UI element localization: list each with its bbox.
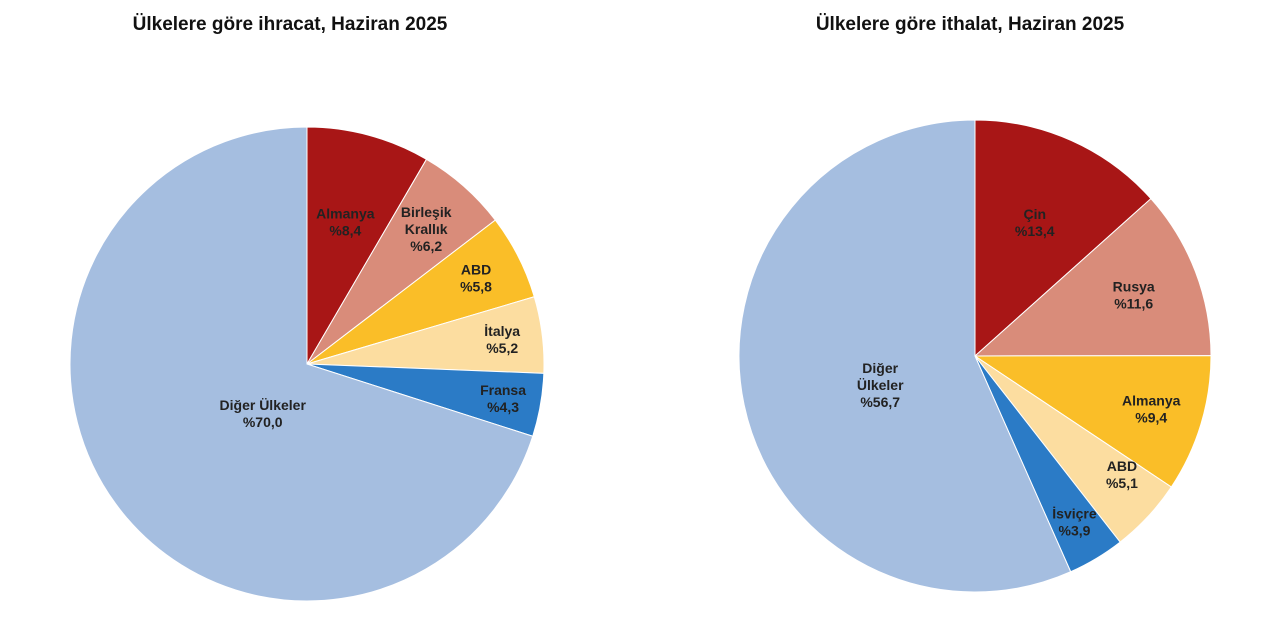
import-slice-label-5: Diğer Ülkeler %56,7 [857, 360, 904, 410]
export-slice-label-0: Almanya %8,4 [316, 206, 375, 239]
export-slice-name-2: ABD [461, 262, 491, 278]
import-slice-0 [974, 119, 1152, 358]
import-slice-value-4: %3,9 [1059, 523, 1091, 539]
import-slice-label-0: Çin %13,4 [1015, 206, 1055, 239]
import-slice-5 [738, 119, 1072, 593]
export-slice-value-2: %5,8 [460, 279, 492, 295]
export-slice-0 [306, 126, 428, 366]
export-slice-value-0: %8,4 [329, 223, 361, 239]
import-slice-name-3: ABD [1107, 458, 1137, 474]
export-chart-title: Ülkelere göre ihracat, Haziran 2025 [132, 14, 448, 35]
export-slice-5 [69, 126, 534, 602]
import-slice-value-0: %13,4 [1015, 223, 1055, 239]
import-slice-label-3: ABD %5,1 [1106, 458, 1138, 491]
import-slice-name-1: Rusya [1113, 279, 1155, 295]
export-slice-value-4: %4,3 [487, 399, 519, 415]
import-slice-value-2: %9,4 [1135, 410, 1167, 426]
import-slice-value-3: %5,1 [1106, 475, 1138, 491]
import-slice-value-1: %11,6 [1114, 296, 1153, 312]
import-slice-name-2: Almanya [1122, 393, 1181, 409]
export-slice-label-4: Fransa %4,3 [480, 382, 526, 415]
export-slice-name-5: Diğer Ülkeler [220, 397, 307, 413]
import-slice-name-0: Çin [1023, 206, 1046, 222]
import-slice-name-5: Diğer [862, 360, 898, 376]
export-slice-label-2: ABD %5,8 [460, 262, 492, 295]
import-slice-name-4: İsviçre [1052, 506, 1097, 522]
import-slice-2 [973, 355, 1212, 488]
import-slice-value-5: %56,7 [860, 394, 900, 410]
export-slice-name-4: Fransa [480, 382, 526, 398]
import-slice-label-4: İsviçre %3,9 [1052, 506, 1097, 539]
import-slice-label-1: Rusya %11,6 [1113, 279, 1155, 312]
export-slice-name-0: Almanya [316, 206, 375, 222]
export-slice-value-1: %6,2 [410, 238, 442, 254]
import-slice-name-5: Ülkeler [857, 377, 904, 393]
export-slice-label-1: Birleşik Krallık %6,2 [401, 204, 452, 254]
export-slice-name-1: Krallık [405, 221, 448, 237]
import-chart-title: Ülkelere göre ithalat, Haziran 2025 [815, 14, 1125, 35]
export-slice-value-5: %70,0 [243, 414, 283, 430]
export-slice-label-3: İtalya %5,2 [484, 323, 520, 356]
import-slice-label-2: Almanya %9,4 [1122, 393, 1181, 426]
export-slice-name-3: İtalya [484, 323, 520, 339]
export-slice-name-1: Birleşik [401, 204, 452, 220]
import-slice-1 [973, 197, 1212, 357]
export-slice-value-3: %5,2 [486, 340, 518, 356]
export-slice-label-5: Diğer Ülkeler %70,0 [220, 397, 307, 430]
